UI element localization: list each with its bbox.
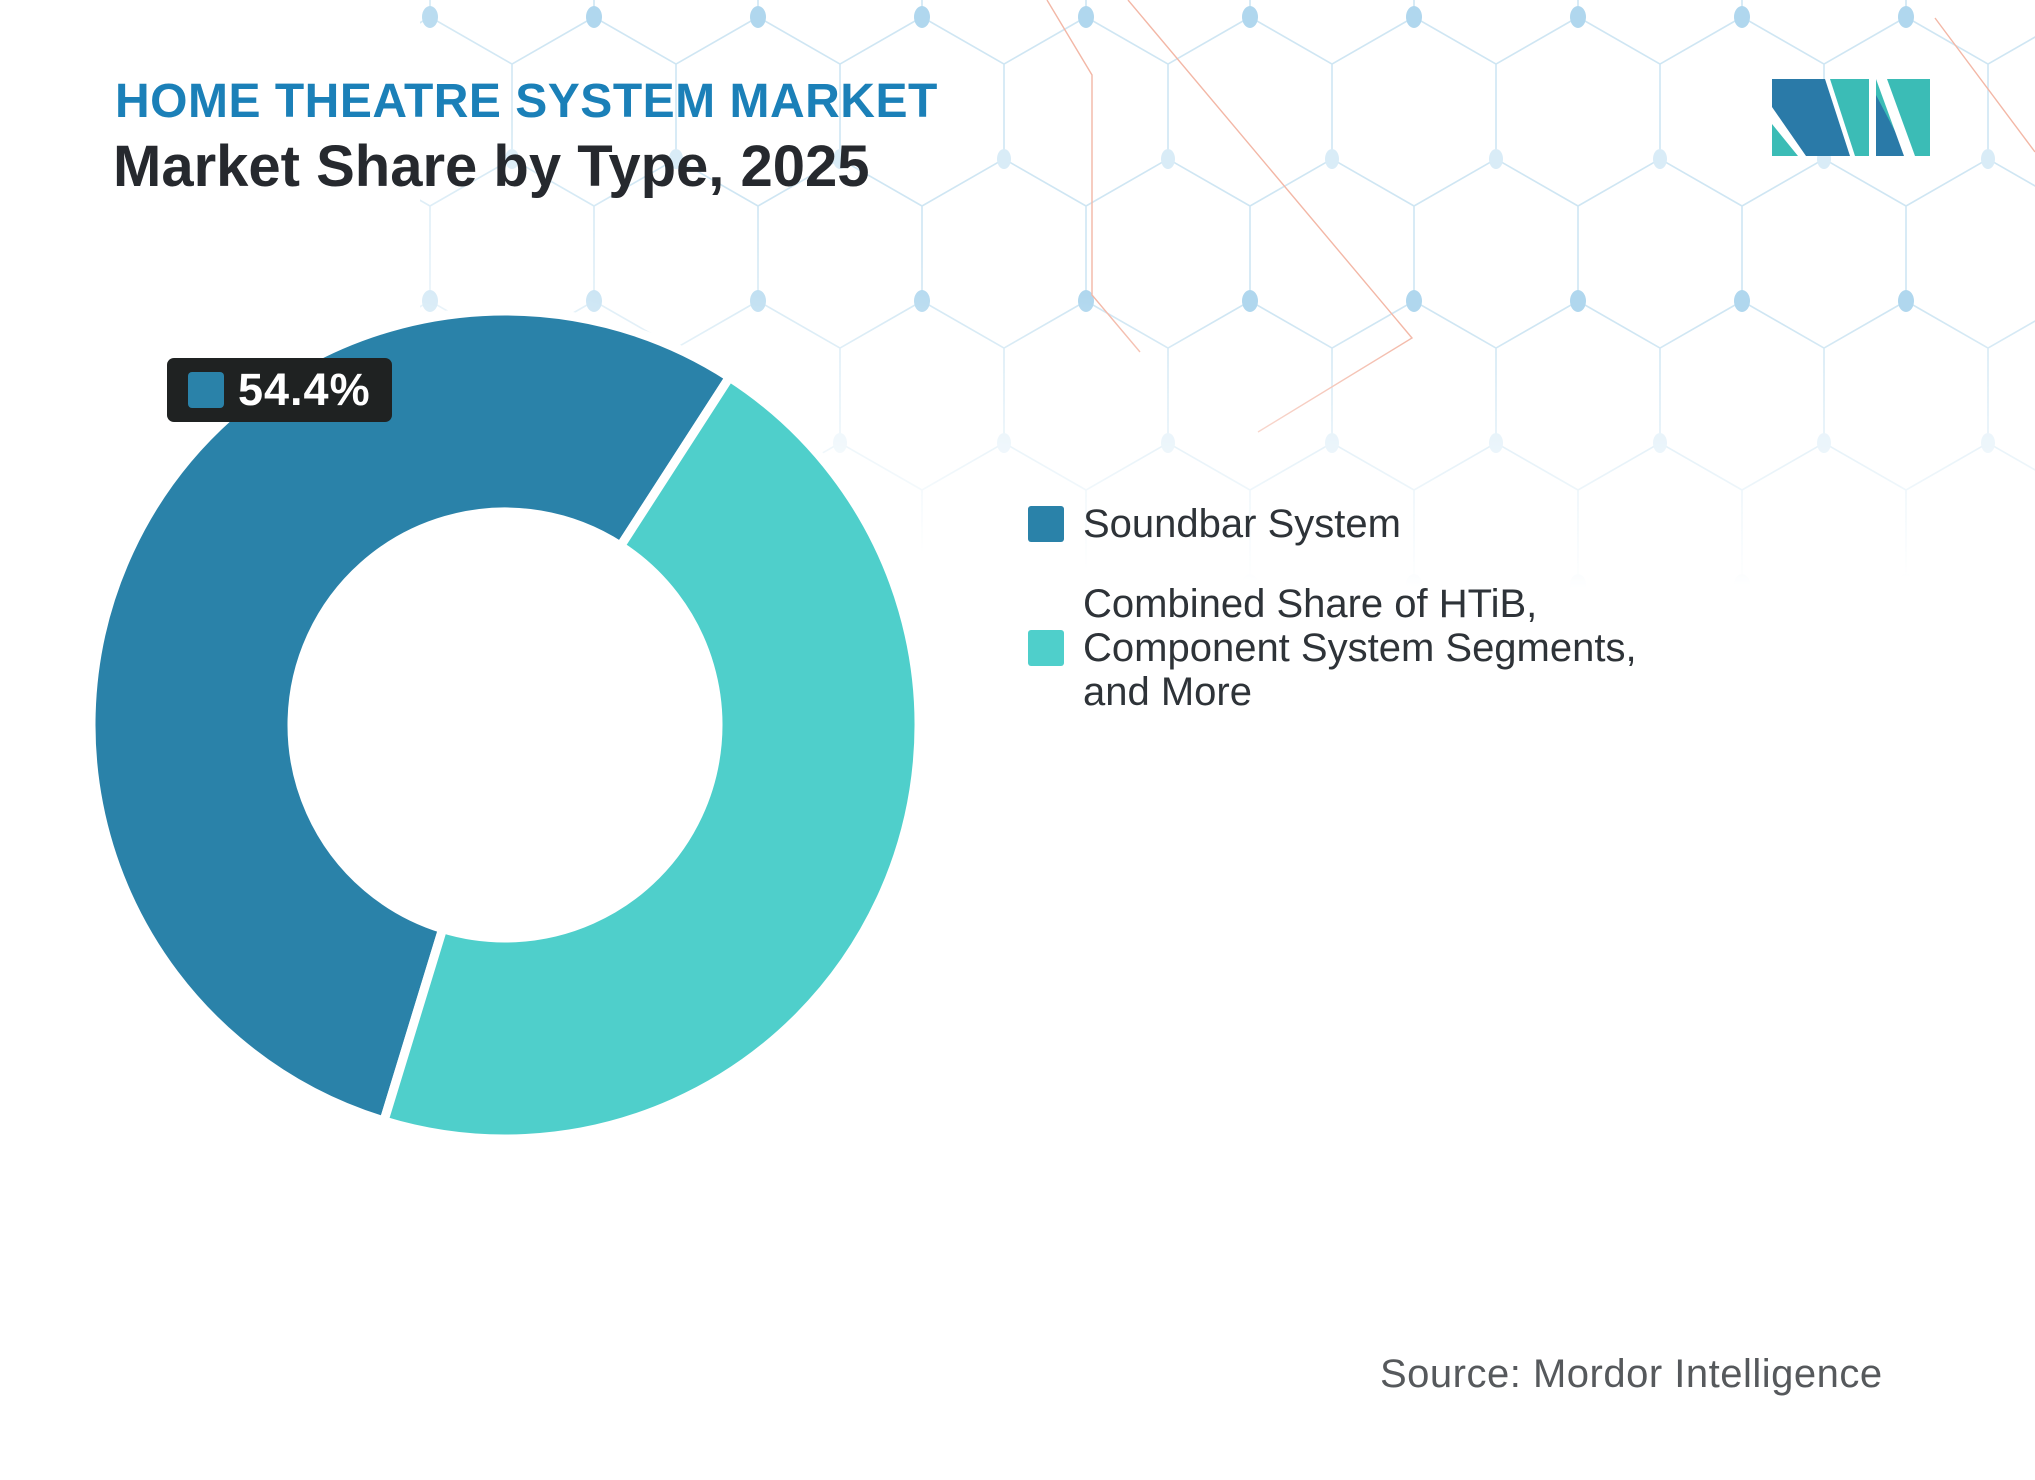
legend-label: Soundbar System [1083,502,1401,546]
report-kicker: HOME THEATRE SYSTEM MARKET [115,75,938,128]
accent-line [1127,0,1414,433]
data-label-value: 54.4% [238,364,371,415]
page-title: Market Share by Type, 2025 [113,134,870,199]
legend-label-line: Component System Segments, [1083,626,1637,670]
legend-label: Combined Share of HTiB, Component System… [1083,582,1637,714]
legend-item-combined-share[interactable]: Combined Share of HTiB, Component System… [1028,582,1668,714]
chart-legend: Soundbar System Combined Share of HTiB, … [1028,502,1668,714]
accent-line [1934,17,2035,153]
legend-swatch-combined-share [1028,630,1064,666]
data-label-swatch [188,372,224,408]
accent-line [1046,0,1141,353]
legend-label-line: Soundbar System [1083,502,1401,546]
mordor-intelligence-logo [1772,79,1930,156]
legend-item-soundbar-system[interactable]: Soundbar System [1028,502,1668,546]
source-attribution: Source: Mordor Intelligence [1380,1352,1883,1396]
donut-chart [86,306,924,1144]
data-label-callout: 54.4% [167,358,392,422]
legend-label-line: Combined Share of HTiB, [1083,582,1538,626]
legend-swatch-soundbar-system [1028,506,1064,542]
legend-label-line: and More [1083,670,1252,714]
